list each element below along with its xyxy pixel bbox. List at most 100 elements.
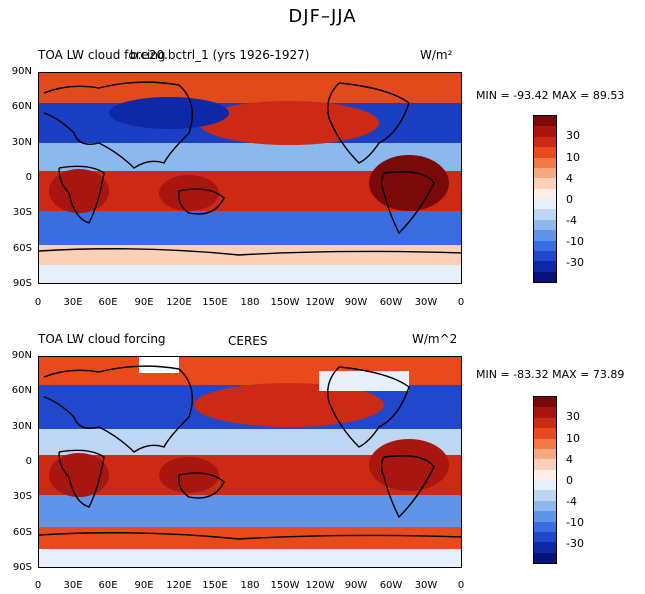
panel2-xtick: 30W (414, 580, 438, 591)
panel2-ytick: 90N (11, 350, 32, 361)
panel1-ytick: 30N (11, 137, 32, 148)
panel2-ytick: 0 (25, 456, 32, 467)
panel2-minmax: MIN = -83.32 MAX = 73.89 (476, 368, 625, 381)
panel1-ytick: 30S (12, 207, 32, 218)
panel1-map (38, 72, 462, 284)
panel2-xtick: 150W (270, 580, 300, 591)
colorbar-swatch (534, 167, 556, 179)
colorbar-swatch (534, 500, 556, 512)
colorbar-swatch (534, 250, 556, 262)
colorbar-swatch (534, 428, 556, 439)
panel1-ytick: 90N (11, 66, 32, 77)
panel1-xtick: 30W (414, 297, 438, 308)
panel1-xtick: 30E (63, 297, 83, 308)
panel1-xtick: 60E (98, 297, 118, 308)
panel1-colorbar (533, 115, 557, 283)
panel2-xtick: 180 (240, 580, 260, 591)
panel2-ytick: 30N (11, 421, 32, 432)
panel2-ytick: 90S (12, 562, 32, 573)
colorbar-swatch (534, 199, 556, 210)
colorbar-swatch (534, 116, 556, 127)
colorbar-swatch (534, 230, 556, 241)
colorbar-swatch (534, 188, 556, 199)
panel1-ytick: 60S (12, 243, 32, 254)
panel2-xtick: 120W (305, 580, 335, 591)
panel2-xtick: 30E (63, 580, 83, 591)
panel2-ytick: 30S (12, 491, 32, 502)
panel1-xtick: 0 (34, 297, 42, 308)
panel2-xtick: 150E (202, 580, 228, 591)
panel1-colorbar-label: -10 (566, 235, 584, 248)
panel1-colorbar-label: 0 (566, 193, 573, 206)
panel2-xtick: 0 (457, 580, 465, 591)
panel2-colorbar-label: 30 (566, 410, 580, 423)
panel1-colorbar-label: 10 (566, 151, 580, 164)
panel1-xtick: 60W (379, 297, 403, 308)
panel1-units: W/m² (420, 48, 453, 62)
panel2-colorbar-label: -10 (566, 516, 584, 529)
colorbar-swatch (534, 178, 556, 189)
colorbar-swatch (534, 219, 556, 231)
panel1-minmax: MIN = -93.42 MAX = 89.53 (476, 89, 625, 102)
panel2-map (38, 356, 462, 568)
colorbar-swatch (534, 271, 556, 282)
panel1-ytick: 0 (25, 172, 32, 183)
panel2-units: W/m^2 (412, 332, 458, 346)
panel2-colorbar-label: -4 (566, 495, 577, 508)
panel2-colorbar-label: 4 (566, 453, 573, 466)
colorbar-swatch (534, 397, 556, 408)
colorbar-swatch (534, 240, 556, 251)
colorbar-swatch (534, 407, 556, 418)
panel2-ytick: 60S (12, 527, 32, 538)
colorbar-swatch (534, 542, 556, 553)
panel1-xtick: 90E (134, 297, 154, 308)
panel1-xtick: 120E (166, 297, 192, 308)
panel1-ytick: 90S (12, 278, 32, 289)
colorbar-swatch (534, 469, 556, 480)
panel2-ytick: 60N (11, 385, 32, 396)
panel1-colorbar-label: -30 (566, 256, 584, 269)
panel2-colorbar-label: -30 (566, 537, 584, 550)
colorbar-swatch (534, 209, 556, 220)
figure-title: DJF–JJA (288, 6, 357, 27)
colorbar-swatch (534, 552, 556, 563)
colorbar-swatch (534, 490, 556, 501)
panel2-xtick: 90E (134, 580, 154, 591)
panel1-xtick: 120W (305, 297, 335, 308)
colorbar-swatch (534, 511, 556, 522)
panel2-xtick: 0 (34, 580, 42, 591)
panel2-colorbar (533, 396, 557, 564)
panel1-xtick: 0 (457, 297, 465, 308)
colorbar-swatch (534, 261, 556, 272)
panel1-xtick: 150E (202, 297, 228, 308)
panel2-center-title: CERES (228, 334, 268, 348)
panel1-field (39, 73, 461, 283)
panel2-colorbar-label: 10 (566, 432, 580, 445)
panel2-colorbar-label: 0 (566, 474, 573, 487)
colorbar-swatch (534, 438, 556, 449)
panel1-left-title: TOA LW cloud forcing (38, 48, 166, 62)
panel2-xtick: 90W (344, 580, 368, 591)
colorbar-swatch (534, 448, 556, 460)
panel1-colorbar-label: 4 (566, 172, 573, 185)
colorbar-swatch (534, 147, 556, 158)
panel1-xtick: 180 (240, 297, 260, 308)
colorbar-swatch (534, 126, 556, 137)
colorbar-swatch (534, 417, 556, 429)
panel1-ytick: 60N (11, 101, 32, 112)
colorbar-swatch (534, 459, 556, 470)
panel2-xtick: 60W (379, 580, 403, 591)
panel2-left-title: TOA LW cloud forcing (38, 332, 166, 346)
panel1-xtick: 90W (344, 297, 368, 308)
panel2-field (39, 357, 461, 567)
panel1-center-title: b.e20.bctrl_1 (yrs 1926-1927) (130, 48, 310, 62)
panel2-xtick: 120E (166, 580, 192, 591)
panel1-colorbar-label: -4 (566, 214, 577, 227)
colorbar-swatch (534, 136, 556, 148)
colorbar-swatch (534, 521, 556, 532)
panel1-colorbar-label: 30 (566, 129, 580, 142)
panel2-xtick: 60E (98, 580, 118, 591)
colorbar-swatch (534, 480, 556, 491)
panel1-xtick: 150W (270, 297, 300, 308)
colorbar-swatch (534, 531, 556, 543)
